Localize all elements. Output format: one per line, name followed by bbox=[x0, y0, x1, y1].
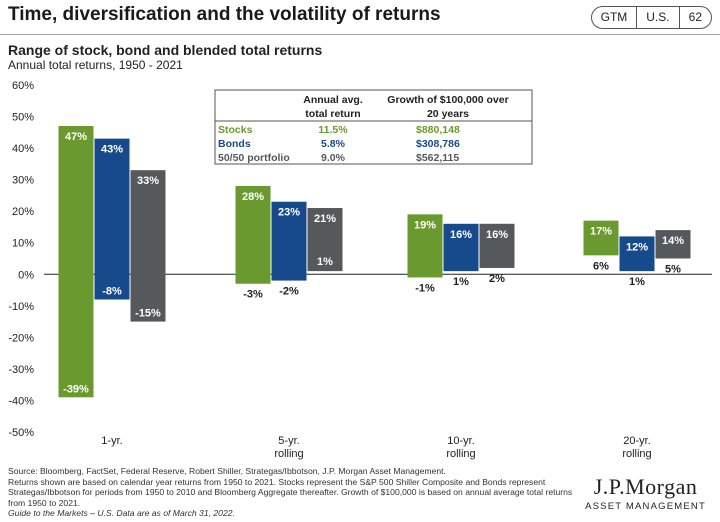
bar-low-label: 1% bbox=[317, 256, 333, 268]
bar-stocks bbox=[407, 214, 443, 278]
y-tick-label: 50% bbox=[12, 112, 34, 124]
logo-brand: J.P.Morgan bbox=[593, 474, 698, 499]
badge-page-number: 62 bbox=[678, 7, 711, 28]
bar-low-label: -39% bbox=[63, 383, 89, 395]
bar-bonds bbox=[271, 201, 307, 281]
table-row-growth: $880,148 bbox=[416, 124, 460, 136]
footnote-date: Guide to the Markets – U.S. Data are as … bbox=[8, 508, 235, 518]
bar-high-label: 21% bbox=[314, 213, 336, 225]
bar-low-label: -2% bbox=[279, 286, 299, 298]
category-label: 5-yr. bbox=[278, 435, 299, 447]
table-row-growth: $308,786 bbox=[416, 138, 460, 150]
y-tick-label: -20% bbox=[8, 332, 34, 344]
category-label: 1-yr. bbox=[101, 435, 122, 447]
table-row-label: Bonds bbox=[218, 138, 251, 150]
bar-50-50-portfolio bbox=[130, 170, 166, 322]
logo-subtitle: ASSET MANAGEMENT bbox=[585, 501, 706, 512]
y-tick-label: 10% bbox=[12, 238, 34, 250]
bar-low-label: -8% bbox=[102, 286, 122, 298]
table-header: total return bbox=[305, 108, 360, 120]
bar-high-label: 33% bbox=[137, 175, 159, 187]
y-tick-label: 60% bbox=[12, 80, 34, 92]
category-label: rolling bbox=[274, 448, 303, 460]
y-tick-label: 0% bbox=[18, 269, 34, 281]
footnote: Source: Bloomberg, FactSet, Federal Rese… bbox=[8, 466, 578, 519]
table-row-label: Stocks bbox=[218, 124, 253, 136]
bar-high-label: 16% bbox=[450, 229, 472, 241]
jpmorgan-logo: J.P.Morgan ASSET MANAGEMENT bbox=[585, 474, 706, 512]
y-tick-label: -50% bbox=[8, 427, 34, 439]
y-tick-label: -10% bbox=[8, 301, 34, 313]
bar-high-label: 12% bbox=[626, 241, 648, 253]
y-tick-label: -40% bbox=[8, 395, 34, 407]
bar-stocks bbox=[235, 185, 271, 284]
table-header: 20 years bbox=[427, 108, 469, 120]
bar-high-label: 43% bbox=[101, 144, 123, 156]
bar-50-50-portfolio bbox=[655, 230, 691, 259]
table-header: Annual avg. bbox=[303, 94, 363, 106]
category-label: 10-yr. bbox=[447, 435, 475, 447]
table-row-avg: 9.0% bbox=[321, 152, 346, 164]
summary-table-border bbox=[214, 89, 533, 165]
bar-bonds bbox=[443, 223, 479, 272]
category-label: rolling bbox=[622, 448, 651, 460]
bar-high-label: 47% bbox=[65, 131, 87, 143]
table-row-growth: $562,115 bbox=[416, 152, 459, 164]
bar-high-label: 14% bbox=[662, 235, 684, 247]
bar-high-label: 17% bbox=[590, 226, 612, 238]
badge-gtm: GTM bbox=[600, 10, 628, 24]
header-divider bbox=[0, 34, 720, 35]
bar-low-label: 6% bbox=[593, 260, 609, 272]
bar-high-label: 23% bbox=[278, 207, 300, 219]
page-badges: GTM U.S. 62 bbox=[590, 6, 712, 29]
footnote-source: Source: Bloomberg, FactSet, Federal Rese… bbox=[8, 466, 446, 476]
table-header: Growth of $100,000 over bbox=[387, 94, 508, 106]
y-tick-label: 30% bbox=[12, 175, 34, 187]
footnote-methodology: Returns shown are based on calendar year… bbox=[8, 476, 573, 508]
bar-low-label: -15% bbox=[135, 308, 161, 320]
bar-50-50-portfolio bbox=[479, 223, 515, 268]
bar-bonds bbox=[619, 236, 655, 272]
table-row-label: 50/50 portfolio bbox=[218, 152, 290, 164]
category-label: rolling bbox=[446, 448, 475, 460]
page-title: Time, diversification and the volatility… bbox=[8, 4, 441, 25]
bar-high-label: 28% bbox=[242, 191, 264, 203]
bar-stocks bbox=[58, 126, 94, 398]
table-row-avg: 5.8% bbox=[321, 138, 346, 150]
bar-low-label: 1% bbox=[453, 276, 469, 288]
y-tick-label: 20% bbox=[12, 206, 34, 218]
returns-range-chart: 60% 50% 40% 30% 20% 10% 0% -10% -20% -30% -40% -50%… bbox=[8, 80, 712, 460]
bar-high-label: 19% bbox=[414, 219, 436, 231]
bar-low-label: 1% bbox=[629, 276, 645, 288]
chart-subtitle: Annual total returns, 1950 - 2021 bbox=[8, 58, 183, 72]
bar-50-50-portfolio bbox=[307, 208, 343, 272]
y-tick-label: 40% bbox=[12, 143, 34, 155]
bar-low-label: 5% bbox=[665, 264, 681, 276]
category-label: 20-yr. bbox=[623, 435, 651, 447]
chart-title: Range of stock, bond and blended total r… bbox=[8, 42, 323, 58]
bar-low-label: -1% bbox=[415, 282, 435, 294]
bar-high-label: 16% bbox=[486, 229, 508, 241]
table-row-avg: 11.5% bbox=[318, 124, 348, 136]
bar-low-label: -3% bbox=[243, 289, 263, 301]
bar-stocks bbox=[583, 220, 619, 256]
bar-bonds bbox=[94, 138, 130, 300]
y-tick-label: -30% bbox=[8, 364, 34, 376]
badge-region: U.S. bbox=[636, 7, 678, 28]
bar-low-label: 2% bbox=[489, 273, 505, 285]
